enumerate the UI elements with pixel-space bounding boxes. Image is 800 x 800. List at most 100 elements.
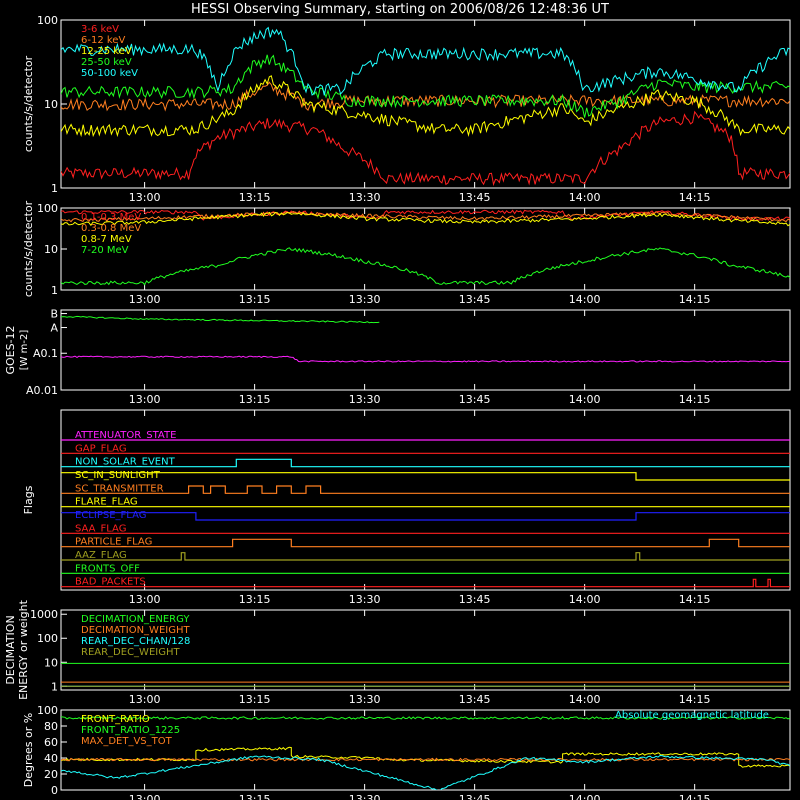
flag-line-aaz_flag — [61, 552, 790, 561]
flag-line-bad_packets — [61, 578, 790, 588]
legend-entry: FRONT_RATIO — [81, 714, 150, 725]
legend-entry: DECIMATION_WEIGHT — [81, 625, 190, 636]
flag-label: AAZ_FLAG — [75, 550, 127, 561]
x-tick-label: 13:45 — [459, 693, 491, 706]
x-tick-label: 14:00 — [569, 693, 601, 706]
panel-frame — [60, 609, 791, 691]
panel-frame — [60, 409, 791, 591]
flag-label: GAP_FLAG — [75, 443, 127, 454]
x-tick-label: 13:45 — [459, 393, 491, 406]
x-tick-label: 13:00 — [129, 593, 161, 606]
y-tick-label: 20 — [44, 768, 58, 781]
x-tick-label: 13:45 — [459, 191, 491, 204]
series-line-50-100-kev — [61, 26, 790, 96]
panel-decimation: 13:00 13:15 13:30 13:45 14:00 14:15 1 10 100 1000… — [4, 599, 791, 706]
plot-area — [61, 26, 790, 187]
x-tick-label: 14:00 — [569, 593, 601, 606]
panel-high_energy: 13:00 13:15 13:30 13:45 14:00 14:15 1 10 100coun… — [22, 200, 791, 306]
x-tick-label: 13:30 — [349, 393, 381, 406]
flag-label: BAD_PACKETS — [75, 577, 146, 588]
y-tick-label: 10 — [44, 243, 58, 256]
x-tick-label: 13:00 — [129, 293, 161, 306]
y-axis-label: Degrees or % — [22, 713, 35, 787]
y-tick-label: 60 — [44, 736, 58, 749]
x-tick-label: 14:15 — [679, 693, 711, 706]
plot-area — [61, 439, 790, 588]
x-tick-label: 13:30 — [349, 593, 381, 606]
flag-line-eclipse_flag — [61, 512, 790, 521]
flag-line-particle_flag — [61, 538, 790, 548]
x-tick-label: 14:15 — [679, 191, 711, 204]
x-tick-label: 14:00 — [569, 293, 601, 306]
legend-entry: REAR_DEC_WEIGHT — [81, 647, 180, 658]
panel-frame — [60, 309, 791, 391]
x-tick-label: 13:30 — [349, 191, 381, 204]
legend-entry: 25-50 keV — [81, 57, 132, 68]
x-tick-label: 13:15 — [239, 191, 271, 204]
y-tick-label: 100 — [37, 202, 58, 215]
legend-entry: 50-100 keV — [81, 68, 138, 79]
legend-entry: 12-25 keV — [81, 46, 132, 57]
legend-entry: 0.3-0.8 MeV — [81, 223, 141, 234]
y-tick-label: A0.01 — [26, 384, 58, 397]
y-axis-label: ENERGY or weight — [17, 599, 30, 699]
x-tick-label: 13:15 — [239, 793, 271, 800]
x-tick-label: 13:30 — [349, 693, 381, 706]
y-axis-label: counts/s/detector — [22, 200, 35, 297]
y-tick-label: 100 — [37, 14, 58, 27]
x-tick-label: 13:45 — [459, 293, 491, 306]
series-line-long — [61, 315, 380, 324]
series-line-6-12-kev — [61, 81, 790, 112]
y-tick-label: 40 — [44, 752, 58, 765]
plot-area — [61, 209, 790, 286]
series-line-7-20-mev — [61, 247, 790, 286]
series-line-25-50-kev — [61, 54, 790, 118]
x-tick-label: 13:15 — [239, 293, 271, 306]
y-axis-label: GOES-12 — [4, 325, 17, 374]
legend-entry: 0.1-0.3 MeV — [81, 212, 141, 223]
x-tick-label: 14:00 — [569, 191, 601, 204]
legend-entry: Absolute geomagnetic latitude — [615, 710, 769, 721]
legend-entry: FRONT_RATIO_1225 — [81, 725, 180, 736]
x-tick-label: 13:30 — [349, 793, 381, 800]
y-tick-label: 100 — [37, 704, 58, 717]
plot-area — [61, 715, 790, 790]
panel-low_energy: 13:00 13:15 13:30 13:45 14:00 14:15 1 10 100 coun… — [22, 14, 791, 204]
legend-entry: 7-20 MeV — [81, 245, 129, 256]
panel-flags: 13:00 13:15 13:30 13:45 14:00 14:15 Flags ATTEN… — [22, 409, 791, 606]
x-tick-label: 14:15 — [679, 293, 711, 306]
panel-goes: 13:00 13:15 13:30 13:45 14:00 14:15 A0.01 A0.1 A… — [4, 308, 791, 406]
flag-line-sc_in_sunlight — [61, 472, 790, 481]
y-tick-label: 1 — [51, 680, 58, 693]
series-line-12-25-kev — [61, 75, 790, 138]
flag-label: SAA_FLAG — [75, 523, 126, 534]
legend-entry: MAX_DET_VS_TOT — [81, 736, 173, 747]
x-tick-label: 14:00 — [569, 393, 601, 406]
flag-label: FLARE_FLAG — [75, 497, 138, 508]
series-line-3-6-kev — [61, 110, 790, 187]
series-line-absolute-geomagnetic-latitude — [61, 754, 790, 790]
x-tick-label: 13:45 — [459, 793, 491, 800]
flag-label: ATTENUATOR_STATE — [75, 430, 176, 441]
series-line-front-ratio-1225 — [61, 715, 790, 720]
series-line-0-8-7-mev — [61, 211, 790, 227]
legend-entry: 3-6 keV — [81, 24, 119, 35]
y-tick-label: 0 — [51, 784, 58, 797]
flag-label: FRONTS_OFF — [75, 563, 140, 574]
series-line-max-det-vs-tot — [61, 757, 790, 762]
x-tick-label: 13:15 — [239, 393, 271, 406]
chart-title: HESSI Observing Summary, starting on 200… — [191, 2, 609, 17]
flag-label: SC_TRANSMITTER — [75, 483, 164, 494]
y-axis-label: DECIMATION — [4, 615, 17, 684]
flag-label: ECLIPSE_FLAG — [75, 510, 146, 521]
x-tick-label: 14:15 — [679, 793, 711, 800]
x-tick-label: 13:15 — [239, 693, 271, 706]
x-tick-label: 13:00 — [129, 393, 161, 406]
panel-frame — [60, 709, 791, 791]
x-tick-label: 13:30 — [349, 293, 381, 306]
x-tick-label: 14:15 — [679, 393, 711, 406]
series-line-short — [61, 355, 790, 363]
panel-frame — [60, 19, 791, 189]
y-tick-label: 10 — [44, 98, 58, 111]
